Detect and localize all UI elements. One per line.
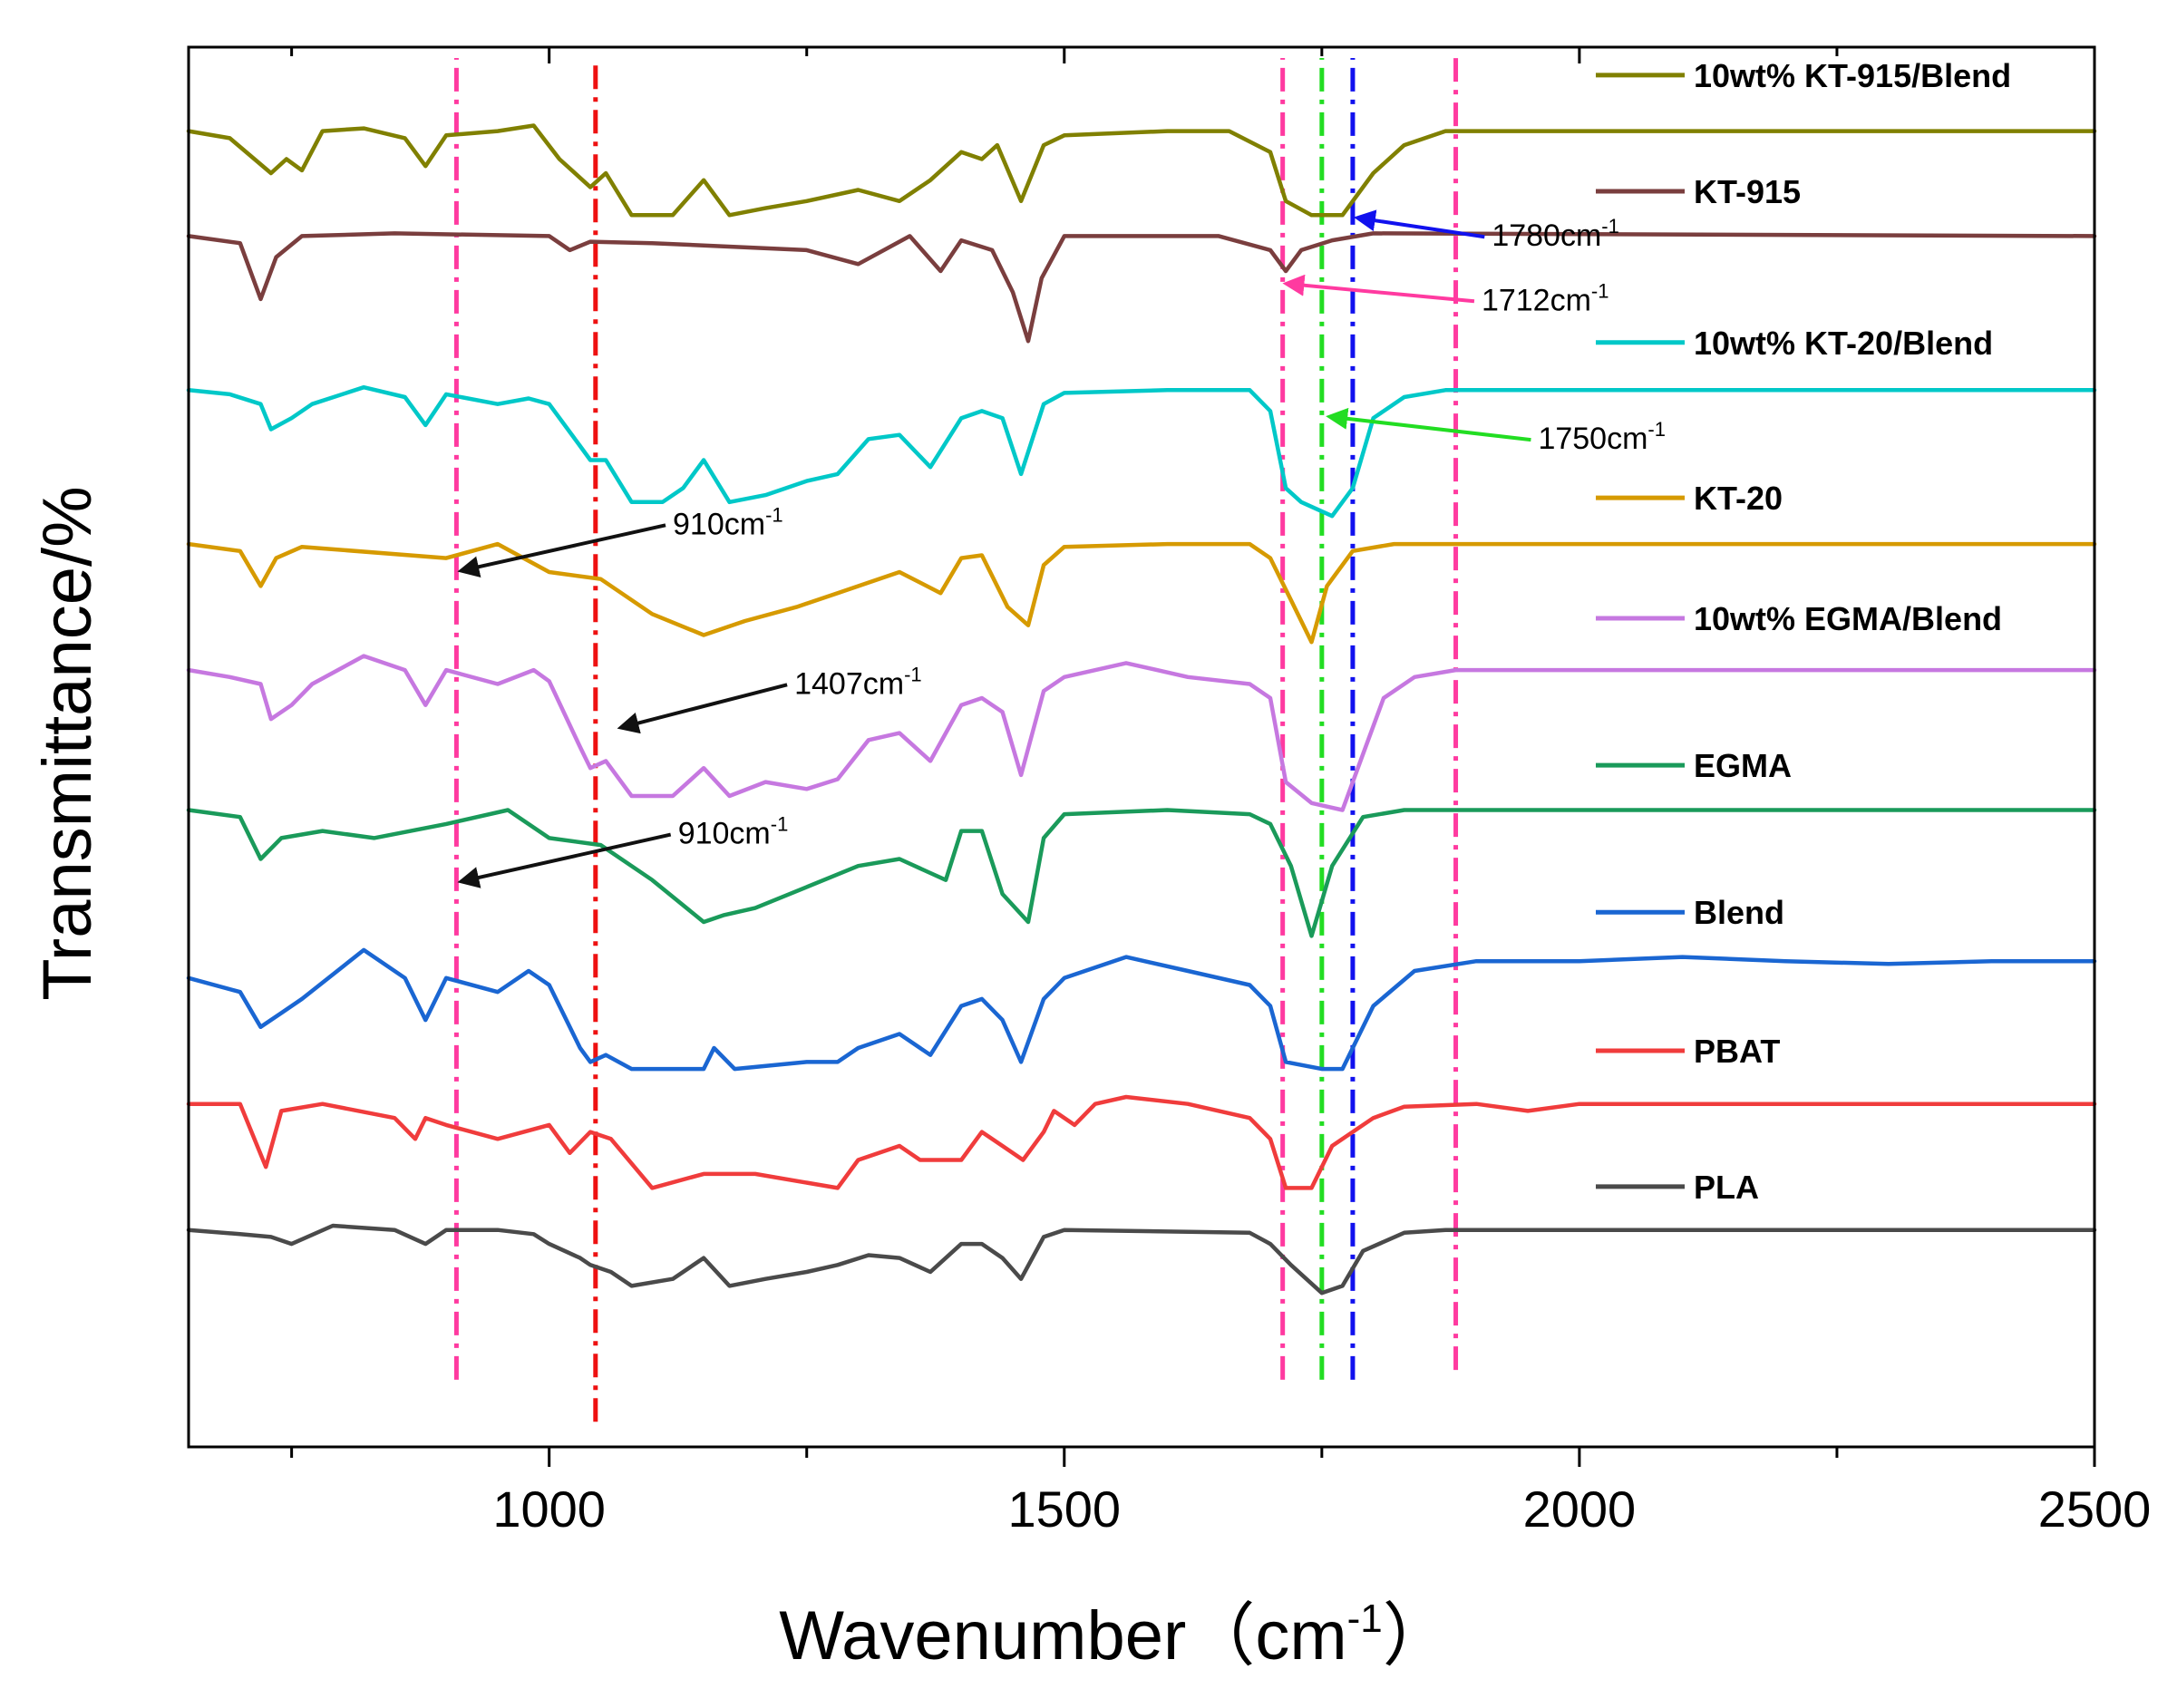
annotation-sup: -1 <box>1647 418 1666 441</box>
annotation-arrow <box>1326 407 1531 442</box>
y-axis-title: Transmittance/% <box>29 486 106 1000</box>
x-tick-label: 2000 <box>1523 1480 1637 1538</box>
x-axis-title-sup: -1 <box>1347 1596 1383 1641</box>
x-tick-label: 1500 <box>1007 1480 1121 1538</box>
legend-label: PLA <box>1694 1169 1759 1206</box>
legend-label: PBAT <box>1694 1033 1780 1070</box>
annotation-arrow <box>457 832 672 888</box>
annotation-sup: -1 <box>904 663 922 685</box>
annotation-text: 910cm <box>673 507 765 541</box>
x-axis-title: Wavenumber（cm-1） <box>779 1596 1452 1674</box>
legend-label: KT-915 <box>1694 173 1801 210</box>
x-tick-label: 2500 <box>2038 1480 2152 1538</box>
reference-lines <box>453 58 1459 1422</box>
axes: 1000 1500 2000 2500 <box>187 45 2152 1538</box>
series-lines <box>186 123 2097 1296</box>
legend-label: KT-20 <box>1694 480 1783 517</box>
legend-label: Blend <box>1694 894 1784 931</box>
annotation-label: 1780cm-1 <box>1492 215 1619 253</box>
annotation-arrow <box>457 523 666 577</box>
series-line <box>186 231 2097 344</box>
series-line <box>186 808 2097 938</box>
plot-frame <box>187 45 2096 1449</box>
annotation-text: 1750cm <box>1538 422 1647 456</box>
annotation-label: 1407cm-1 <box>794 663 922 701</box>
annotation-sup: -1 <box>765 503 783 526</box>
annotation-label: 910cm-1 <box>678 813 789 851</box>
series-line <box>186 384 2097 519</box>
x-axis-title-end: ） <box>1383 1597 1452 1674</box>
annotation-label: 910cm-1 <box>673 503 783 541</box>
legend-label: 10wt% KT-915/Blend <box>1694 57 2011 94</box>
annotation-label: 1712cm-1 <box>1482 279 1609 317</box>
series-line <box>186 947 2097 1072</box>
legend-label: 10wt% KT-20/Blend <box>1694 325 1993 362</box>
series-line <box>186 1094 2097 1190</box>
annotation-arrow <box>1353 209 1485 239</box>
series-line <box>186 123 2097 218</box>
series-line <box>186 654 2097 812</box>
annotation-arrow <box>1282 274 1475 304</box>
legend: 10wt% KT-915/Blend KT-915 10wt% KT-20/Blen… <box>1596 57 2011 1206</box>
annotation-label: 1750cm-1 <box>1538 418 1666 456</box>
annotations: 1780cm-11712cm-11750cm-1910cm-11407cm-19… <box>457 209 1666 888</box>
annotation-text: 1780cm <box>1492 218 1601 253</box>
legend-label: 10wt% EGMA/Blend <box>1694 600 2002 637</box>
annotation-text: 1407cm <box>794 666 904 701</box>
annotation-text: 910cm <box>678 817 771 851</box>
annotation-arrow <box>617 683 788 734</box>
annotation-sup: -1 <box>1591 279 1609 302</box>
annotation-text: 1712cm <box>1482 283 1591 317</box>
x-tick-label: 1000 <box>492 1480 606 1538</box>
series-line <box>186 541 2097 645</box>
x-axis-title-main: Wavenumber（cm <box>779 1597 1346 1674</box>
legend-label: EGMA <box>1694 747 1792 784</box>
annotation-sup: -1 <box>1601 215 1619 238</box>
annotation-sup: -1 <box>771 813 789 836</box>
series-line <box>186 1223 2097 1296</box>
